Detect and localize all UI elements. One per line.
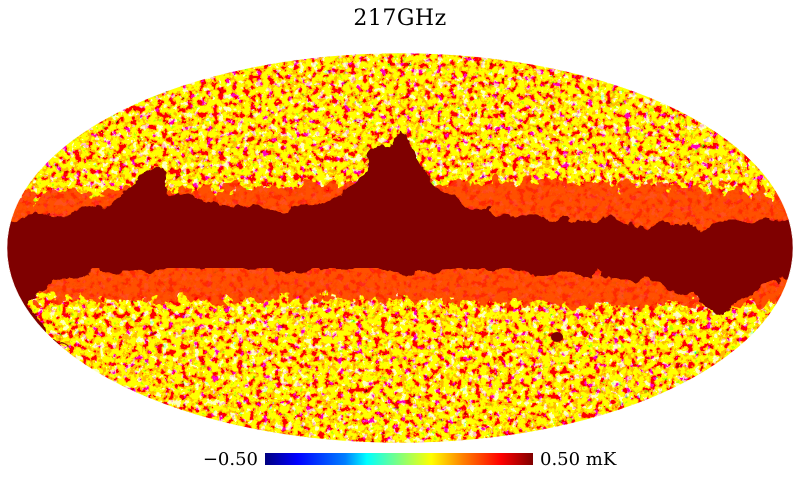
- colorbar-min-label: −0.50: [202, 449, 258, 470]
- galactic-core-band: [7, 235, 793, 268]
- colorbar-max-label: 0.50 mK: [540, 449, 617, 470]
- colorbar: [265, 453, 533, 465]
- map-title: 217GHz: [353, 6, 447, 31]
- compact-source: [551, 332, 563, 342]
- map-boundary: [6, 52, 794, 444]
